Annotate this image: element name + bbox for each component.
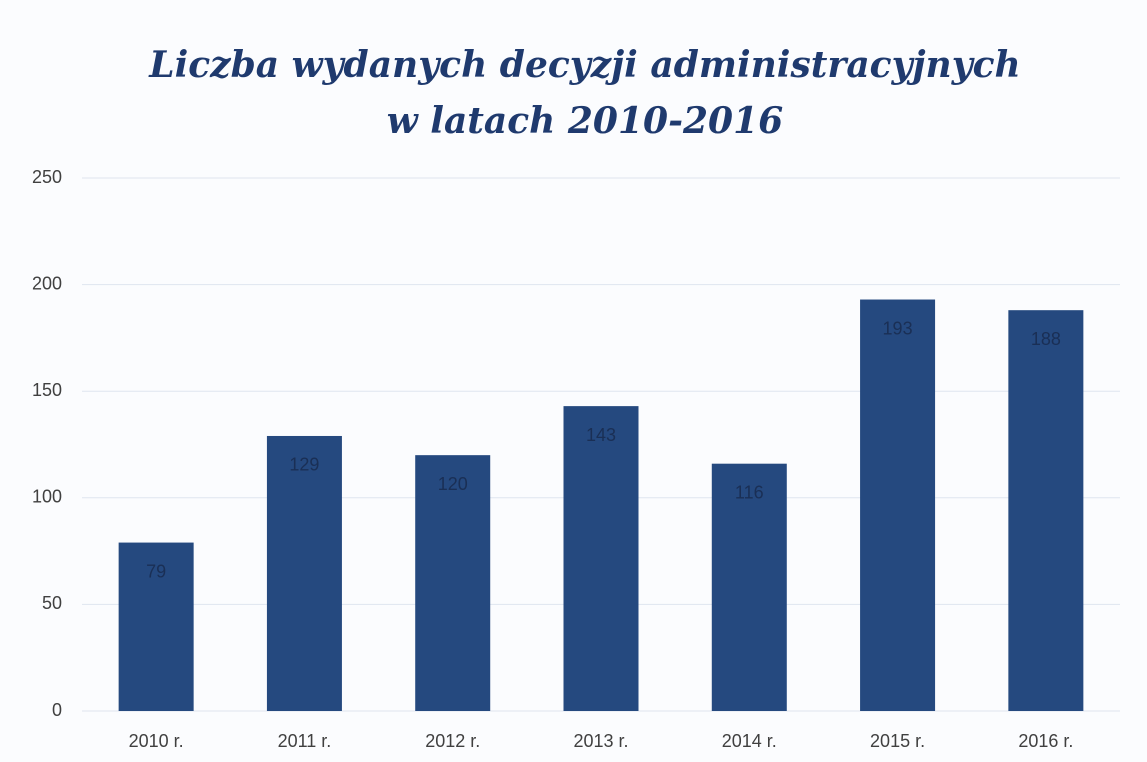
bar <box>415 455 491 711</box>
x-tick-label: 2016 r. <box>1018 731 1073 751</box>
value-label: 79 <box>146 561 166 581</box>
value-label: 193 <box>883 318 913 338</box>
bar <box>118 542 194 711</box>
y-tick-label: 150 <box>32 380 62 400</box>
value-label: 116 <box>735 482 764 502</box>
chart-title: Liczba wydanych decyzji administracyjnyc… <box>148 44 1020 86</box>
value-label: 188 <box>1031 329 1061 349</box>
x-tick-label: 2010 r. <box>129 731 184 751</box>
bar <box>711 463 787 711</box>
value-label: 129 <box>289 455 319 475</box>
x-tick-label: 2015 r. <box>870 731 925 751</box>
x-tick-label: 2012 r. <box>425 731 480 751</box>
bar <box>860 299 936 711</box>
y-tick-label: 200 <box>32 273 62 293</box>
x-tick-label: 2013 r. <box>573 731 628 751</box>
y-tick-label: 250 <box>32 167 62 187</box>
value-label: 120 <box>438 474 468 494</box>
bar <box>563 406 639 711</box>
y-tick-label: 0 <box>52 700 62 720</box>
x-tick-label: 2014 r. <box>722 731 777 751</box>
value-label: 143 <box>586 425 616 445</box>
y-tick-label: 100 <box>32 487 62 507</box>
chart-title: w latach 2010-2016 <box>387 100 783 142</box>
y-tick-label: 50 <box>42 593 62 613</box>
x-tick-label: 2011 r. <box>278 731 332 751</box>
bar <box>266 435 342 711</box>
bar <box>1008 310 1084 711</box>
